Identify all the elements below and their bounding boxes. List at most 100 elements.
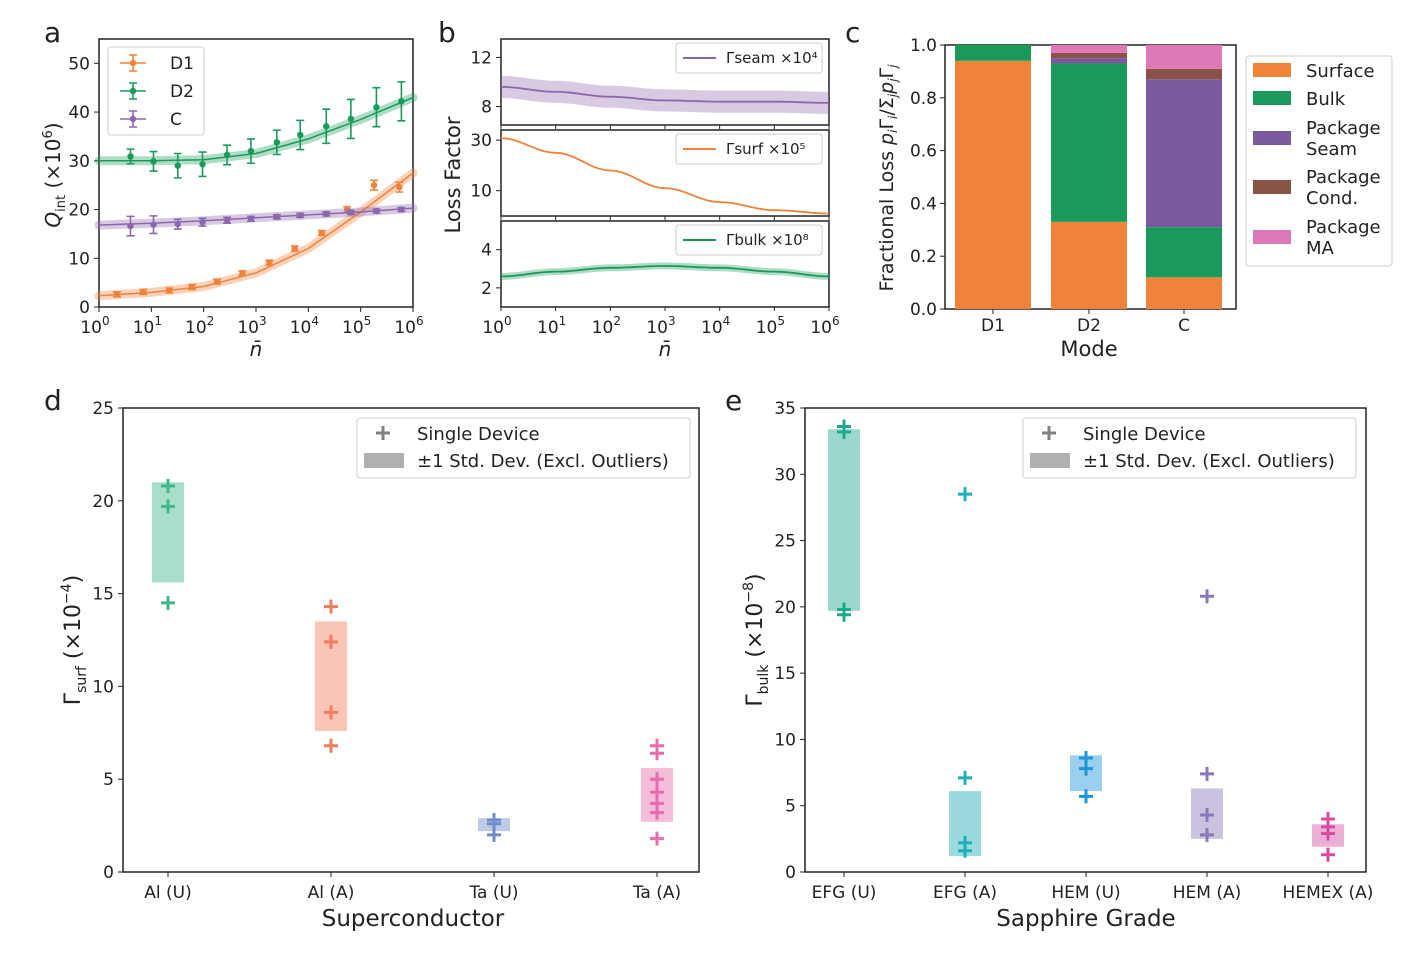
b-x-tick-label: 104 [701, 314, 730, 338]
e-point-0 [837, 424, 851, 439]
a-legend-label-D2: D2 [170, 82, 194, 102]
b-legend-label: Γbulk ×10⁸ [726, 231, 809, 249]
b-band-0 [501, 75, 829, 114]
a-point-D2 [174, 162, 181, 169]
d-x-axis-label: Superconductor [322, 906, 505, 932]
a-point-C [323, 210, 330, 218]
d-y-tick-label: 25 [92, 399, 114, 419]
c-legend-label: Seam [1306, 139, 1357, 160]
a-point-D1 [291, 245, 298, 252]
a-point-D1 [113, 291, 121, 298]
b-x-tick-label: 100 [482, 314, 511, 338]
panel-a: 0 10 20 30 40 50 100 101 102 103 104 105 106 Qint (×1… [41, 38, 424, 338]
a-legend-label-D1: D1 [170, 54, 194, 74]
c-legend-label: Bulk [1306, 89, 1346, 110]
a-fit-band-D1 [94, 168, 418, 301]
a-point-C [297, 212, 304, 219]
a-y-tick-label: 0 [79, 298, 90, 318]
b-legend-label: Γsurf ×10⁵ [726, 140, 806, 158]
c-bar-D2-seam [1051, 58, 1127, 64]
a-x-tick-label: 104 [290, 314, 319, 338]
c-x-axis-label: Mode [1060, 337, 1117, 361]
a-point-D2 [127, 153, 134, 160]
e-legend-band-swatch [1030, 453, 1070, 468]
c-legend-label: Package [1306, 217, 1381, 238]
a-point-C [223, 217, 231, 224]
e-y-tick-label: 20 [774, 598, 796, 618]
e-point-4 [1321, 847, 1335, 862]
c-y-tick-label: 0.2 [910, 247, 937, 267]
e-legend-box [1022, 417, 1357, 479]
d-x-tick-label: Ta (U) [468, 883, 518, 903]
a-point-C [273, 213, 281, 221]
b-y-tick-label: 30 [470, 131, 492, 151]
d-plot-frame [122, 407, 700, 873]
e-point-2 [1079, 761, 1093, 776]
a-x-tick-label: 106 [394, 314, 423, 338]
a-legend-box [107, 46, 205, 136]
panel-e: 0 5 10 15 20 25 30 35 EFG (U) EFG (A) HEM (U) HEM (… [741, 399, 1373, 903]
d-y-tick-label: 10 [92, 677, 114, 697]
a-point-C [247, 215, 255, 223]
d-legend-box [356, 417, 691, 479]
e-x-tick-label: EFG (U) [812, 883, 877, 903]
d-y-tick-label: 5 [103, 770, 114, 790]
a-y-tick-label: 40 [68, 103, 90, 123]
e-x-tick-label: HEM (A) [1173, 883, 1242, 903]
e-point-3 [1200, 589, 1214, 604]
c-bar-D1-surface [955, 60, 1031, 310]
b-legend-label: Γseam ×10⁴ [726, 49, 818, 67]
a-point-C [199, 219, 206, 226]
c-bar-D1-bulk [955, 45, 1031, 61]
d-point-2 [487, 827, 501, 842]
a-point-D2 [199, 161, 206, 168]
a-point-D2 [323, 123, 330, 130]
a-x-tick-label: 103 [237, 314, 266, 338]
c-legend-label: Cond. [1306, 188, 1358, 209]
a-legend-label-C: C [170, 110, 182, 130]
c-y-tick-label: 0.8 [910, 89, 937, 109]
c-legend-label: Package [1306, 118, 1381, 139]
c-bar-D2-ma [1051, 45, 1127, 53]
e-y-tick-label: 30 [774, 465, 796, 485]
e-y-tick-label: 35 [774, 399, 796, 419]
a-x-tick-label: 102 [185, 314, 214, 338]
e-legend-single: Single Device [1083, 424, 1206, 445]
e-point-1 [958, 770, 972, 785]
c-y-tick-label: 1.0 [910, 36, 937, 56]
a-x-tick-label: 100 [80, 314, 109, 338]
e-point-3 [1200, 827, 1214, 842]
d-point-3 [650, 831, 664, 846]
b-y-tick-label: 10 [470, 182, 492, 202]
b-line-1 [500, 137, 830, 215]
a-point-C [174, 220, 181, 228]
b-y-tick-label: 12 [470, 48, 492, 68]
c-x-tick-label: D2 [1077, 316, 1101, 336]
e-point-2 [1079, 789, 1093, 804]
d-point-0 [161, 595, 175, 610]
a-y-axis-label: Qint (×106) [41, 122, 69, 227]
d-point-1 [324, 599, 338, 614]
panel-label-e: e [725, 384, 742, 417]
c-legend-swatch-surface [1253, 63, 1291, 77]
e-y-tick-label: 15 [774, 664, 796, 684]
d-point-3 [650, 746, 664, 761]
panel-c: 0.0 0.2 0.4 0.6 0.8 1.0 D1 D2 C Fractional Loss p… [876, 36, 1393, 336]
panel-label-d: d [44, 384, 62, 417]
c-legend-label: Package [1306, 167, 1381, 188]
d-x-tick-label: Ta (A) [632, 883, 681, 903]
a-point-C [347, 209, 355, 216]
c-legend-swatch-ma [1253, 230, 1291, 244]
d-point-1 [324, 738, 338, 753]
b-x-tick-label: 102 [592, 314, 621, 338]
d-legend-marker [376, 426, 390, 440]
panel-d: 0 5 10 15 20 25 Al (U) Al (A) Ta (U) Ta (A) Single… [59, 399, 700, 903]
c-legend-label: MA [1306, 238, 1335, 259]
a-point-D1 [318, 229, 325, 237]
a-point-D1 [370, 181, 378, 189]
a-legend-dot-D2 [129, 87, 137, 95]
d-point-3 [650, 772, 664, 787]
c-bar-D2-surface [1051, 221, 1127, 309]
e-y-tick-label: 25 [774, 532, 796, 552]
a-point-D2 [373, 104, 380, 111]
